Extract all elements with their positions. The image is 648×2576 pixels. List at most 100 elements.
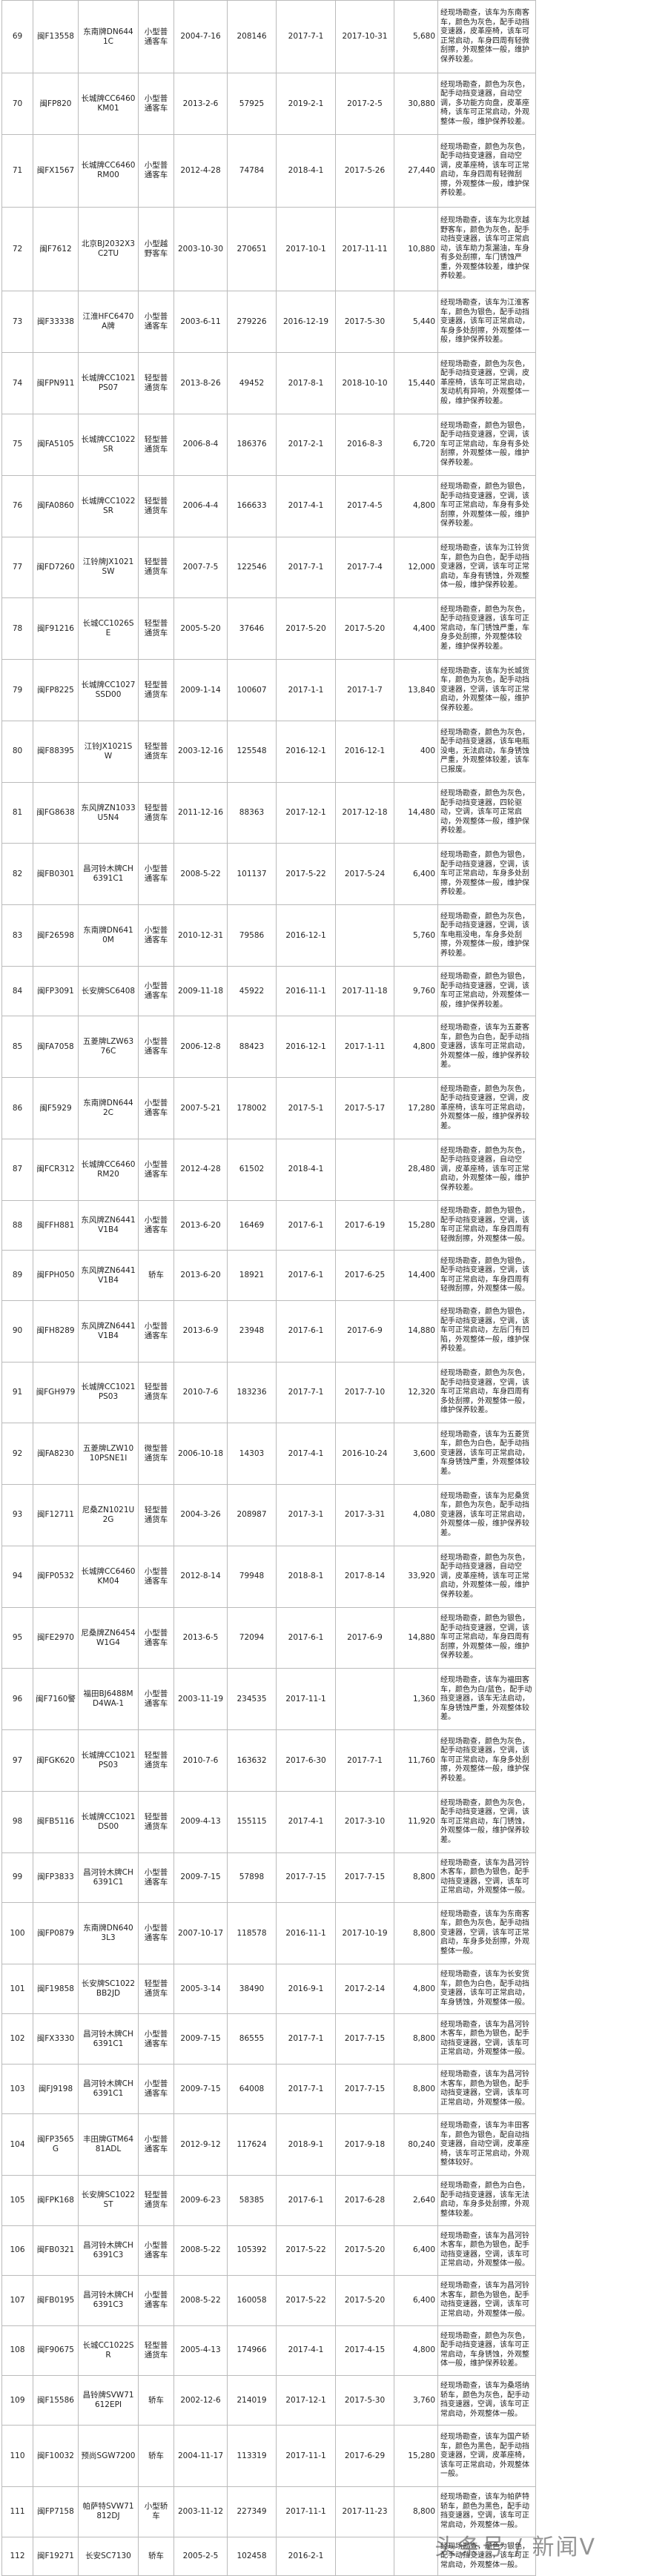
register-date: 2004-11-17 xyxy=(173,2425,228,2488)
vehicle-type: 小型普通客车 xyxy=(138,904,174,967)
insurance-date: 2017-1-7 xyxy=(335,659,394,721)
row-number: 107 xyxy=(1,2275,33,2326)
vehicle-type: 轻型普通货车 xyxy=(138,781,174,844)
description: 经现场勘查，该车为长安货车，颜色为白色，配手动挡变速器，该车可正常启动，车身锈蚀… xyxy=(437,1963,536,2015)
table-row: 88 闽FFH881 东风牌ZN6441V1B4 小型普通客车 2013-6-20 164… xyxy=(1,1199,536,1251)
register-date: 2009-7-15 xyxy=(173,2013,228,2065)
table-row: 99 闽FP3833 昌河铃木牌CH6391C1 小型普通客车 2009-7-15 578… xyxy=(1,1852,536,1904)
mileage: 122546 xyxy=(227,536,277,599)
model: 长城牌CC1021DS00 xyxy=(78,1790,139,1853)
model: 长城CC1022SR xyxy=(78,2325,139,2376)
vehicle-type: 小型越野客车 xyxy=(138,206,174,292)
plate: 闽FP820 xyxy=(33,73,79,135)
mileage: 208987 xyxy=(227,1484,277,1546)
table-row: 110 闽F10032 预尚SGW7200 轿车 2004-11-17 113319 201… xyxy=(1,2425,536,2488)
model: 东风牌ZN6441V1B4 xyxy=(78,1199,139,1251)
table-row: 90 闽FH8289 东风牌ZN6441V1B4 小型普通客车 2013-6-9 2394… xyxy=(1,1299,536,1363)
plate: 闽FA8230 xyxy=(33,1423,79,1486)
model: 昌河铃木牌CH6391C3 xyxy=(78,2275,139,2326)
price: 10,880 xyxy=(394,206,438,292)
inspection-date: 2016-11-1 xyxy=(276,966,336,1017)
insurance-date: 2017-12-18 xyxy=(335,781,394,844)
description: 经现场勘查，颜色为灰色，配手动挡变速器，该车可正常启动，车门锈蚀严重，车身多处刮… xyxy=(437,597,536,660)
mileage: 79586 xyxy=(227,904,277,967)
vehicle-type: 小型普通客车 xyxy=(138,2063,174,2115)
price: 14,880 xyxy=(394,1299,438,1363)
inspection-date: 2017-4-1 xyxy=(276,474,336,537)
mileage: 234535 xyxy=(227,1668,277,1731)
mileage: 61502 xyxy=(227,1139,277,1201)
table-row: 105 闽FPK168 长安牌SC1022ST 轻型普通货车 2009-6-23 5838… xyxy=(1,2175,536,2226)
model: 长安牌SC6408 xyxy=(78,966,139,1017)
price: 28,480 xyxy=(394,1139,438,1201)
plate: 闽FGK620 xyxy=(33,1729,79,1792)
description: 经现场勘查，颜色为灰色，配手动挡变速器，自动空调，皮革座椅，该车可正常启动，车身… xyxy=(437,133,536,208)
price: 5,440 xyxy=(394,291,438,354)
price: 15,280 xyxy=(394,2425,438,2488)
insurance-date: 2017-5-20 xyxy=(335,2275,394,2326)
description: 经现场勘查，该车为五菱客车，颜色为白色，配手动挡变速器，该车可正常启动，外观整体… xyxy=(437,1016,536,1079)
plate: 闽FB0301 xyxy=(33,843,79,906)
plate: 闽FPH050 xyxy=(33,1250,79,1301)
description: 经现场勘查，该车为江铃货车，颜色为白色，配手动挡变速器，空调，该车可正常启动，车… xyxy=(437,536,536,599)
insurance-date: 2017-7-15 xyxy=(335,1852,394,1904)
plate: 闽F90675 xyxy=(33,2325,79,2376)
inspection-date: 2016-9-1 xyxy=(276,1963,336,2015)
row-number: 81 xyxy=(1,781,33,844)
model: 长安牌SC1022BB2JD xyxy=(78,1963,139,2015)
insurance-date: 2017-9-18 xyxy=(335,2113,394,2176)
description: 经现场勘查，该车为昌河铃木客车，颜色为银色，配手动挡变速器，空调，该车可正常启动… xyxy=(437,2063,536,2115)
row-number: 75 xyxy=(1,414,33,476)
row-number: 97 xyxy=(1,1729,33,1792)
description: 经现场勘查，颜色为银色，配手动挡变速器，空调，该车可正常启动，车身四周有轻微刮擦… xyxy=(437,1199,536,1251)
register-date: 2005-4-13 xyxy=(173,2325,228,2376)
model: 长安SC7130 xyxy=(78,2536,139,2576)
row-number: 98 xyxy=(1,1790,33,1853)
mileage: 58385 xyxy=(227,2175,277,2226)
price: 6,720 xyxy=(394,414,438,476)
price: 12,000 xyxy=(394,536,438,599)
table-row: 73 闽F33338 江淮HFC6470A牌 小型普通客车 2003-6-11 27922… xyxy=(1,291,536,354)
vehicle-type: 轻型普通货车 xyxy=(138,536,174,599)
row-number: 89 xyxy=(1,1250,33,1301)
vehicle-type: 轻型普通货车 xyxy=(138,1963,174,2015)
plate: 闽F10032 xyxy=(33,2425,79,2488)
plate: 闽F5929 xyxy=(33,1077,79,1140)
plate: 闽FP0532 xyxy=(33,1545,79,1608)
vehicle-type: 小型普通客车 xyxy=(138,843,174,906)
price: 12,320 xyxy=(394,1361,438,1424)
description: 经现场勘查，颜色为白色，配手动挡变速器，该车无法启动，车身多处刮擦，外观整体较差… xyxy=(437,2175,536,2226)
inspection-date: 2017-6-1 xyxy=(276,1606,336,1669)
price: 9,760 xyxy=(394,966,438,1017)
mileage: 208146 xyxy=(227,0,277,74)
description: 经现场勘查，该车为福田客车，颜色为白/蓝色，配手动挡变速器，该车无法启动，车身锈… xyxy=(437,1668,536,1731)
price: 3,600 xyxy=(394,1423,438,1486)
inspection-date: 2017-7-1 xyxy=(276,2013,336,2065)
register-date: 2005-3-14 xyxy=(173,1963,228,2015)
vehicle-type: 轻型普通货车 xyxy=(138,597,174,660)
table-row: 80 闽F88395 江铃JX1021SW 轻型普通货车 2003-12-16 12554… xyxy=(1,720,536,783)
price: 8,800 xyxy=(394,1852,438,1904)
table-row: 97 闽FGK620 长城牌CC1021PS03 轻型普通货车 2010-7-6 1636… xyxy=(1,1729,536,1792)
row-number: 74 xyxy=(1,352,33,414)
model: 昌河铃木牌CH6391C1 xyxy=(78,2063,139,2115)
row-number: 106 xyxy=(1,2225,33,2277)
inspection-date: 2017-7-1 xyxy=(276,536,336,599)
insurance-date: 2017-4-5 xyxy=(335,474,394,537)
table-row: 103 闽FJ9198 昌河铃木牌CH6391C1 小型普通客车 2009-7-15 64… xyxy=(1,2063,536,2115)
model: 昌河铃木牌CH6391C1 xyxy=(78,843,139,906)
insurance-date: 2017-7-10 xyxy=(335,1361,394,1424)
plate: 闽FA0860 xyxy=(33,474,79,537)
table-row: 94 闽FP0532 长城牌CC6460KM04 小型普通客车 2012-8-14 799… xyxy=(1,1545,536,1608)
table-row: 87 闽FCR312 长城牌CC6460RM20 小型普通客车 2012-4-28 615… xyxy=(1,1139,536,1201)
register-date: 2013-6-9 xyxy=(173,1299,228,1363)
insurance-date: 2016-10-24 xyxy=(335,1423,394,1486)
register-date: 2009-7-15 xyxy=(173,2063,228,2115)
insurance-date: 2017-10-31 xyxy=(335,0,394,74)
description: 经现场勘查，该车为国产轿车，颜色为黑色，配手动挡变速器，空调，皮革座椅，该车可正… xyxy=(437,2425,536,2488)
table-row: 70 闽FP820 长城牌CC6460KM01 小型普通客车 2013-2-6 57925… xyxy=(1,73,536,135)
vehicle-type: 轿车 xyxy=(138,2374,174,2426)
row-number: 79 xyxy=(1,659,33,721)
table-row: 91 闽FGH979 长城牌CC1021PS03 轻型普通货车 2010-7-6 1832… xyxy=(1,1361,536,1424)
